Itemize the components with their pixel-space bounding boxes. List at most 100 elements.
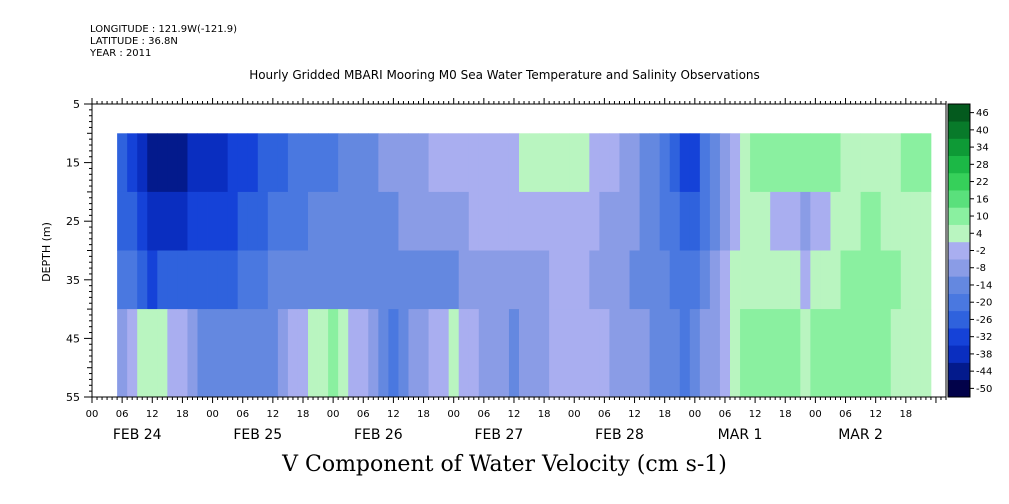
heatmap-cell	[639, 191, 651, 251]
heatmap-cell	[629, 250, 640, 310]
heatmap-cell	[860, 133, 872, 193]
heatmap-cell	[257, 191, 269, 251]
heatmap-cell	[498, 250, 510, 310]
colorbar-label: -38	[976, 349, 992, 360]
heatmap-cell	[157, 191, 168, 251]
heatmap-cell	[870, 309, 882, 398]
heatmap-cell	[709, 309, 721, 398]
colorbar-swatch	[948, 104, 970, 122]
heatmap-cell	[659, 309, 671, 398]
heatmap-cell	[820, 309, 831, 398]
heatmap-cell	[699, 191, 711, 251]
heatmap-cell	[850, 133, 861, 193]
colorbar-label: -26	[976, 315, 992, 326]
heatmap-cell	[740, 309, 751, 398]
heatmap-cell	[549, 309, 560, 398]
heatmap-cell	[840, 133, 851, 193]
heatmap-cell	[539, 191, 550, 251]
heatmap-cell	[890, 309, 902, 398]
colorbar-swatch	[948, 121, 970, 139]
heatmap-cell	[780, 309, 791, 398]
heatmap-cell	[448, 133, 460, 193]
heatmap-cell	[388, 191, 399, 251]
heatmap-cell	[750, 191, 761, 251]
heatmap-cell	[428, 250, 440, 310]
heatmap-cell	[599, 191, 610, 251]
x-day-label: FEB 25	[233, 427, 282, 443]
heatmap-cell	[237, 191, 249, 251]
heatmap-cell	[589, 133, 600, 193]
colorbar-label: 34	[976, 143, 989, 154]
heatmap-cell	[709, 133, 721, 193]
heatmap-cell	[810, 133, 821, 193]
heatmap-cell	[227, 191, 239, 251]
heatmap-cell	[910, 250, 922, 310]
heatmap-cell	[750, 133, 761, 193]
heatmap-cell	[177, 309, 188, 398]
heatmap-cell	[519, 133, 530, 193]
heatmap-cell	[378, 309, 389, 398]
colorbar: 46 40 34 28 22 16 10 4 -2 -8 -14 -20 -26 -32 -38 -44 -50	[947, 103, 992, 398]
heatmap-cell	[247, 250, 259, 310]
heatmap-cell	[679, 250, 691, 310]
heatmap-cell	[247, 133, 259, 193]
heatmap-cell	[830, 191, 841, 251]
heatmap-cell	[770, 133, 781, 193]
heatmap-cell	[147, 309, 158, 398]
heatmap-cell	[468, 309, 480, 398]
colorbar-swatch	[948, 328, 970, 346]
heatmap-cell	[729, 309, 741, 398]
heatmap-cell	[719, 133, 731, 193]
x-hour-label: 00	[206, 409, 219, 420]
heatmap-cell	[297, 133, 309, 193]
heatmap-cell	[478, 250, 490, 310]
x-hour-label: 18	[176, 409, 189, 420]
heatmap-cell	[559, 250, 570, 310]
heatmap-cell	[137, 191, 148, 251]
x-hour-label: 06	[477, 409, 490, 420]
heatmap-cell	[830, 309, 841, 398]
colorbar-label: -8	[976, 263, 986, 274]
heatmap-cell	[448, 191, 460, 251]
heatmap-cell	[740, 133, 751, 193]
heatmap-cell	[599, 309, 610, 398]
heatmap-cell	[599, 133, 610, 193]
heatmap-cell	[488, 191, 500, 251]
heatmap-cell	[729, 133, 741, 193]
heatmap-cell	[408, 133, 419, 193]
heatmap-cell	[277, 250, 289, 310]
heatmap-cell	[348, 191, 359, 251]
colorbar-label: 10	[976, 212, 989, 223]
colorbar-label: 16	[976, 194, 989, 205]
heatmap-cell	[529, 133, 540, 193]
heatmap-cell	[348, 250, 359, 310]
colorbar-label: -2	[976, 246, 986, 257]
heatmap-cell	[709, 191, 721, 251]
heatmap-cell	[177, 191, 188, 251]
heatmap-cell	[699, 133, 711, 193]
heatmap-cell	[277, 191, 289, 251]
heatmap-cell	[328, 250, 339, 310]
heatmap-cell	[790, 133, 801, 193]
heatmap-cell	[428, 309, 440, 398]
heatmap-cell	[438, 133, 450, 193]
heatmap-cell	[147, 191, 158, 251]
heatmap-cell	[649, 133, 661, 193]
heatmap-cell	[368, 133, 379, 193]
heatmap-cell	[358, 191, 369, 251]
heatmap-cell	[900, 133, 912, 193]
heatmap-cell	[127, 191, 138, 251]
heatmap-cell	[267, 191, 279, 251]
heatmap-cell	[237, 250, 249, 310]
heatmap-cell	[810, 309, 821, 398]
heatmap-cell	[257, 309, 269, 398]
heatmap-cell	[448, 309, 460, 398]
colorbar-swatch	[948, 362, 970, 381]
heatmap-cell	[850, 309, 861, 398]
heatmap-cell	[569, 133, 580, 193]
heatmap-cell	[308, 250, 319, 310]
heatmap-cell	[900, 250, 912, 310]
heatmap-cell	[589, 191, 600, 251]
heatmap-cell	[498, 309, 510, 398]
heatmap-cell	[297, 250, 309, 310]
